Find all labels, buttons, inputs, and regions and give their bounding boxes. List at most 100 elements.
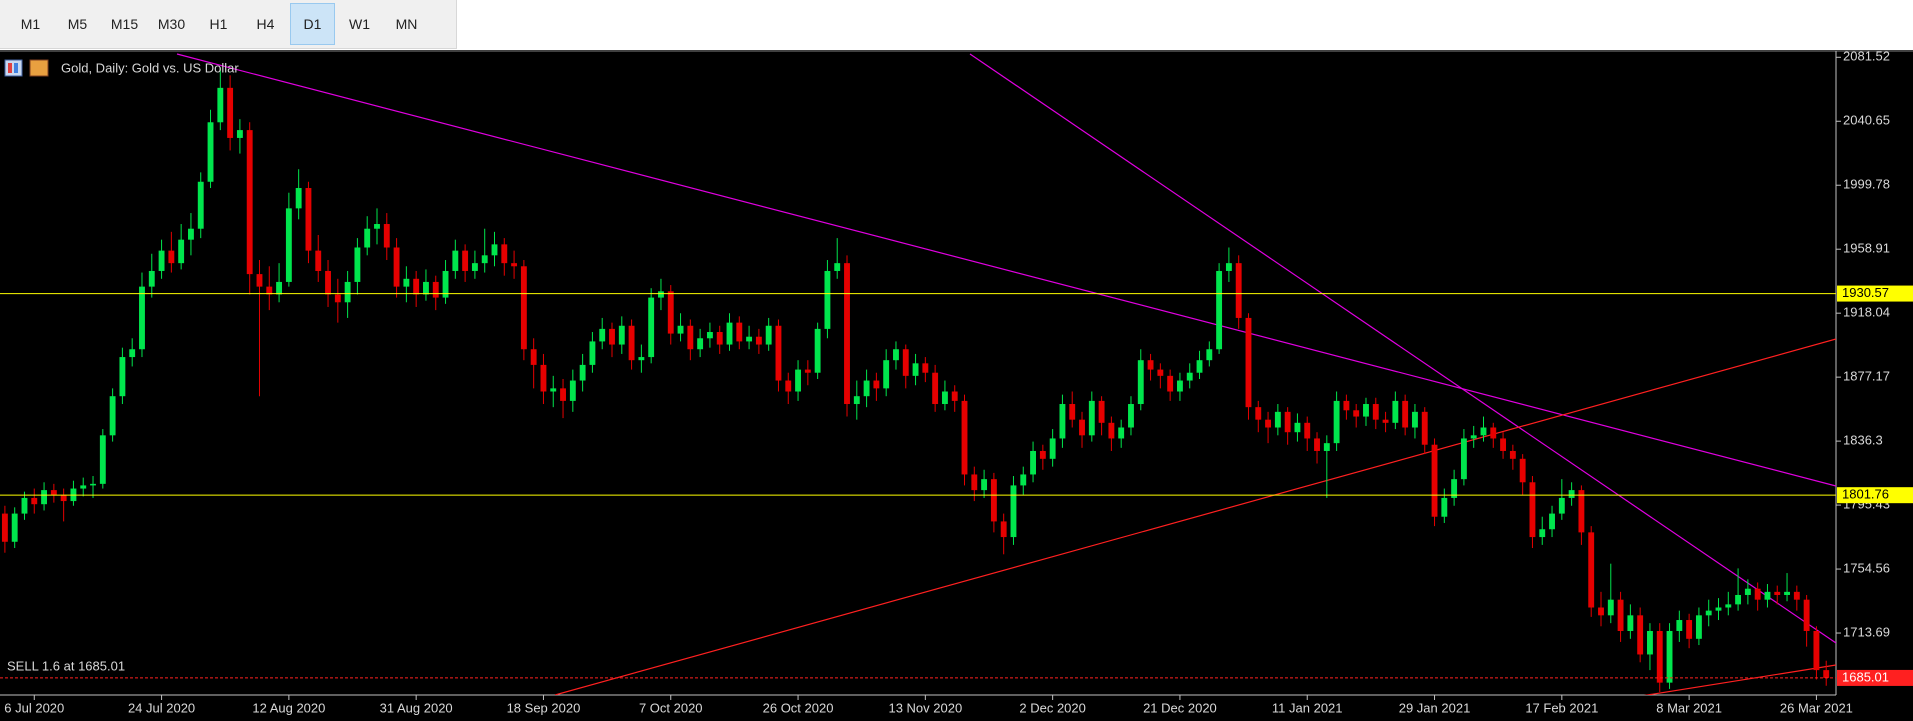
candle-body [1030, 450, 1036, 475]
candle-body [1676, 620, 1683, 631]
candle-body [1225, 263, 1232, 271]
candle-body [207, 122, 214, 182]
x-tick-label: 29 Jan 2021 [1399, 700, 1471, 715]
candle-body [1206, 349, 1213, 361]
candle-body [716, 332, 723, 345]
candle-body [90, 483, 96, 486]
candle-body [1431, 444, 1438, 517]
y-tick-label: 1713.69 [1843, 624, 1890, 639]
candle-body [1176, 380, 1183, 392]
candle-body [374, 224, 380, 229]
candle-body [217, 87, 224, 123]
candle-body [1539, 529, 1546, 538]
x-tick-label: 31 Aug 2020 [380, 700, 453, 715]
candle-body [481, 255, 488, 264]
x-tick-label: 18 Sep 2020 [507, 700, 581, 715]
candle-body [589, 341, 596, 365]
candle-body [550, 388, 557, 392]
candle-body [579, 364, 586, 381]
candle-body [129, 349, 136, 358]
candle-body [1774, 591, 1781, 595]
candle-body [295, 188, 302, 209]
candle-body [1490, 427, 1497, 439]
candle-body [1372, 404, 1379, 420]
candle-body [148, 270, 155, 287]
candle-body [50, 490, 57, 495]
candle-body [951, 391, 958, 401]
candle-body [1735, 594, 1742, 605]
candle-body [1764, 591, 1771, 600]
candle-body [1196, 360, 1203, 373]
candle-body [1793, 591, 1800, 600]
candle-body [1568, 490, 1575, 498]
candle-body [844, 263, 850, 405]
x-tick-label: 12 Aug 2020 [252, 700, 325, 715]
candle-body [1509, 450, 1516, 459]
candle-body [1157, 369, 1164, 376]
candle-body [1088, 400, 1095, 436]
candle-body [746, 336, 753, 342]
chart-background [0, 50, 1913, 721]
candle-body [197, 181, 204, 229]
candle-body [1421, 411, 1428, 445]
candle-body [423, 281, 429, 295]
candle-body [785, 380, 792, 392]
chart-header: Gold, Daily: Gold vs. US Dollar [4, 59, 239, 77]
candle-body [795, 369, 801, 392]
candle-body [883, 360, 890, 389]
candle-body [618, 325, 625, 345]
candle-body [1186, 372, 1193, 381]
timeframe-button[interactable]: M5 [67, 16, 88, 32]
candle-body [1744, 588, 1751, 595]
candle-body [1216, 270, 1223, 350]
candle-body [990, 479, 997, 522]
candle-body [1705, 610, 1712, 616]
candle-body [31, 497, 38, 505]
candle-body [1656, 630, 1663, 683]
plot-area [0, 53, 1836, 695]
candle-body [1470, 435, 1477, 439]
x-tick-label: 8 Mar 2021 [1656, 700, 1722, 715]
candle-body [462, 250, 469, 271]
timeframe-button[interactable]: D1 [290, 3, 335, 45]
candle-body [158, 250, 165, 271]
candle-body [1627, 615, 1634, 631]
candle-body [932, 372, 939, 405]
price-level-label: 1685.01 [1842, 669, 1889, 684]
candle-body [315, 250, 322, 271]
candle-body [893, 349, 899, 361]
candle-body [1695, 615, 1702, 639]
price-level-box [1837, 285, 1913, 302]
candle-body [21, 497, 28, 514]
candle-body [432, 281, 439, 298]
candle-body [941, 391, 948, 405]
candle-body [1039, 450, 1046, 459]
x-tick-label: 6 Jul 2020 [4, 700, 64, 715]
candle-body [599, 328, 606, 342]
candle-body [1500, 438, 1507, 451]
timeframe-button[interactable]: H1 [209, 16, 228, 32]
candle-body [912, 363, 919, 376]
candle-body [491, 244, 498, 256]
timeframe-button[interactable]: M30 [157, 16, 186, 32]
timeframe-button[interactable]: W1 [349, 16, 370, 32]
candle-body [1558, 497, 1565, 514]
candle-body [1284, 411, 1291, 433]
candle-body [1402, 400, 1409, 428]
candle-body [276, 281, 283, 295]
candle-body [902, 349, 909, 376]
timeframe-toolbar: M1 M5 M15 M30 H1 H4 D1 W1 MN [0, 0, 457, 49]
candle-body [413, 278, 420, 295]
candle-body [1343, 400, 1350, 411]
x-tick-label: 17 Feb 2021 [1525, 700, 1598, 715]
candle-body [1803, 599, 1810, 631]
timeframe-button[interactable]: M1 [20, 16, 41, 32]
timeframe-button[interactable]: MN [395, 16, 418, 32]
timeframe-button[interactable]: H4 [256, 16, 275, 32]
candle-body [569, 380, 576, 401]
candle-body [755, 336, 762, 345]
price-level-label: 1801.76 [1842, 487, 1889, 502]
candle-body [638, 357, 645, 361]
timeframe-button[interactable]: M15 [110, 16, 139, 32]
